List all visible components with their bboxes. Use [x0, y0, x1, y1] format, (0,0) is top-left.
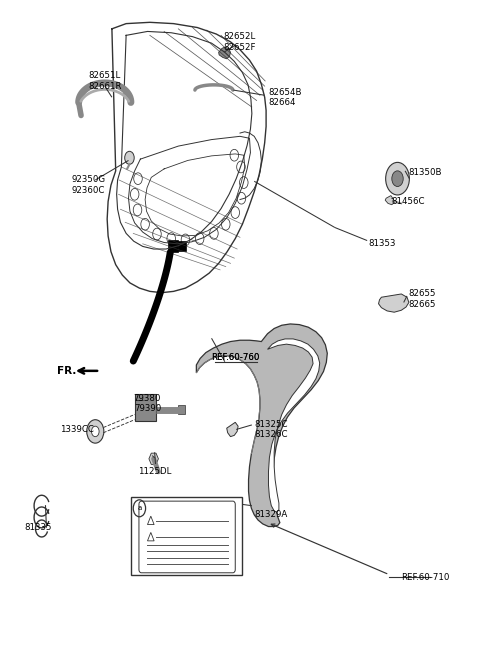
- Text: 81350B: 81350B: [408, 168, 442, 177]
- Polygon shape: [379, 294, 409, 312]
- Text: FR.: FR.: [57, 366, 76, 376]
- Text: REF.60-760: REF.60-760: [211, 353, 260, 362]
- Text: 1339CC: 1339CC: [60, 425, 94, 434]
- Text: 81325C
81326C: 81325C 81326C: [254, 420, 288, 439]
- FancyBboxPatch shape: [139, 501, 235, 573]
- Text: 79380
79390: 79380 79390: [134, 394, 161, 413]
- Circle shape: [87, 420, 104, 443]
- Bar: [135, 394, 156, 421]
- Text: 82655
82665: 82655 82665: [408, 290, 436, 309]
- Text: 82654B
82664: 82654B 82664: [268, 87, 302, 107]
- Polygon shape: [227, 422, 238, 437]
- Text: 81329A: 81329A: [254, 510, 288, 518]
- Bar: [179, 405, 185, 415]
- Text: 81353: 81353: [368, 239, 396, 248]
- Polygon shape: [267, 339, 320, 512]
- Text: 82652L
82652F: 82652L 82652F: [224, 32, 256, 51]
- Text: REF.60-710: REF.60-710: [401, 573, 450, 582]
- Circle shape: [125, 151, 134, 164]
- Text: 1125DL: 1125DL: [138, 467, 171, 476]
- Text: 82651L
82661R: 82651L 82661R: [88, 71, 121, 91]
- Polygon shape: [385, 196, 395, 205]
- Text: 81335: 81335: [24, 523, 52, 532]
- Polygon shape: [149, 453, 158, 464]
- Polygon shape: [219, 47, 230, 59]
- Text: REF.60-760: REF.60-760: [211, 353, 260, 362]
- Text: a: a: [137, 505, 142, 511]
- Text: 81456C: 81456C: [392, 197, 425, 206]
- Circle shape: [385, 162, 409, 195]
- FancyBboxPatch shape: [131, 497, 242, 575]
- Bar: [179, 241, 186, 251]
- Circle shape: [92, 426, 99, 437]
- Polygon shape: [196, 324, 327, 526]
- Text: 92350G
92360C: 92350G 92360C: [72, 175, 106, 195]
- Circle shape: [392, 171, 403, 187]
- Bar: [168, 240, 179, 252]
